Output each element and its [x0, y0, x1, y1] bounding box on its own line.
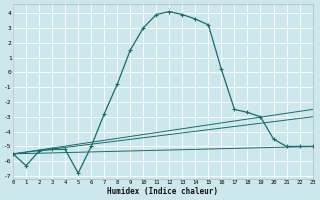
X-axis label: Humidex (Indice chaleur): Humidex (Indice chaleur) — [107, 187, 218, 196]
